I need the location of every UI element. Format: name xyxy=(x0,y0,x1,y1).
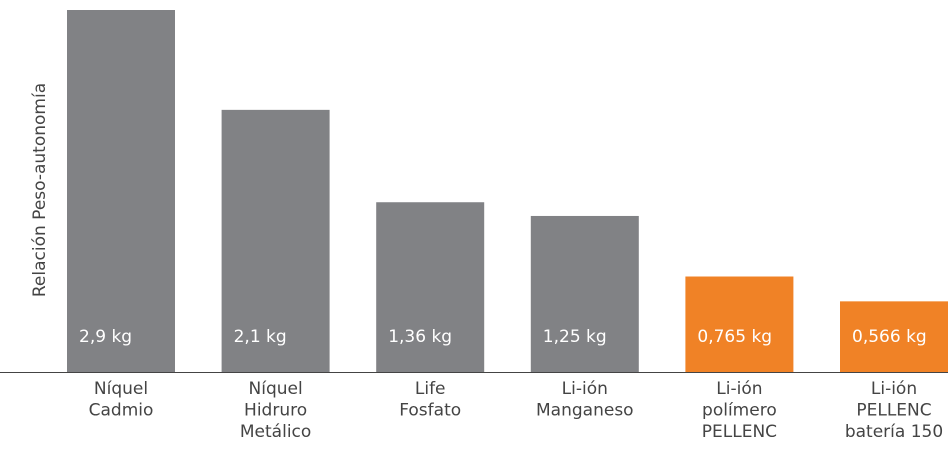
value-label: 2,1 kg xyxy=(234,327,287,347)
value-label: 0,765 kg xyxy=(697,327,772,347)
bar xyxy=(685,276,794,372)
value-label: 2,9 kg xyxy=(79,327,132,347)
x-tick-label: Cadmio xyxy=(89,401,154,421)
x-tick-label: polímero xyxy=(702,401,777,421)
value-label: 1,25 kg xyxy=(543,327,607,347)
x-tick-label: batería 150 xyxy=(845,422,943,442)
x-tick-label: Níquel xyxy=(94,379,148,399)
value-label: 0,566 kg xyxy=(852,327,927,347)
bar xyxy=(840,301,948,372)
bar xyxy=(530,215,639,372)
x-tick-label: Life xyxy=(415,379,446,399)
x-tick-label: Manganeso xyxy=(536,401,634,421)
x-tick-label: Metálico xyxy=(240,422,311,442)
x-tick-label: Hidruro xyxy=(244,401,307,421)
bar xyxy=(376,202,485,372)
y-axis-label: Relación Peso-autonomía xyxy=(30,83,50,297)
value-label: 1,36 kg xyxy=(388,327,452,347)
x-tick-label: Li-ión xyxy=(562,379,608,399)
x-tick-label: Níquel xyxy=(249,379,303,399)
bar xyxy=(221,109,330,373)
x-tick-label: Li-ión xyxy=(871,379,917,399)
x-tick-label: Li-ión xyxy=(716,379,762,399)
x-tick-label: PELLENC xyxy=(702,422,777,442)
x-tick-label: PELLENC xyxy=(856,401,931,421)
bar xyxy=(67,10,175,372)
x-tick-label: Fosfato xyxy=(399,401,461,421)
